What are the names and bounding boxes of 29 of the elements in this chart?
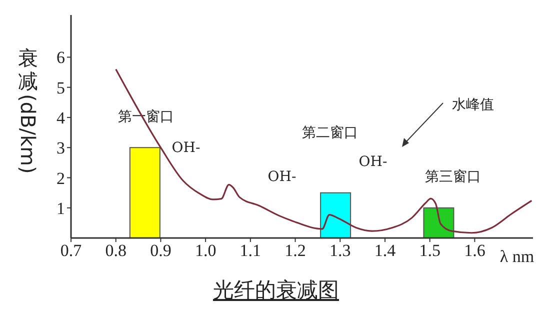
x-tick-label: 1.1 (240, 241, 262, 260)
x-tick-label: 1.2 (284, 241, 306, 260)
x-tick-label: 1.3 (330, 241, 351, 260)
x-tick-label: 0.9 (150, 241, 172, 260)
x-tick-label: 0.8 (105, 241, 126, 260)
y-axis-title: 衰减(dB/km) (16, 46, 40, 174)
y-tick-label: 1 (56, 198, 65, 218)
x-tick-label: 1.4 (374, 241, 396, 260)
annotation: OH- (358, 154, 388, 170)
x-tick-label: 0.7 (60, 241, 82, 260)
line-series (115, 68, 532, 234)
annotation: OH- (172, 140, 200, 156)
annotation: OH- (268, 169, 296, 185)
y-tick-label: 6 (56, 48, 65, 68)
y-tick-label: 3 (56, 138, 65, 158)
y-tick-label: 2 (56, 168, 65, 188)
y-tick-label: 5 (56, 78, 65, 98)
annotation: 水峰值 (452, 97, 494, 113)
bar (129, 147, 160, 238)
x-axis-title: λ nm (500, 247, 534, 266)
annotation: 第二窗口 (302, 125, 358, 141)
text: 光纤的衰减图 (213, 277, 340, 304)
annotation: 第三窗口 (425, 169, 481, 185)
y-tick-label: 4 (56, 108, 66, 128)
x-tick-label: 1.0 (194, 241, 216, 260)
bar (423, 207, 454, 238)
bar (320, 192, 352, 238)
x-tick-label: 1.6 (464, 241, 486, 260)
x-tick-label: 1.5 (419, 241, 440, 260)
